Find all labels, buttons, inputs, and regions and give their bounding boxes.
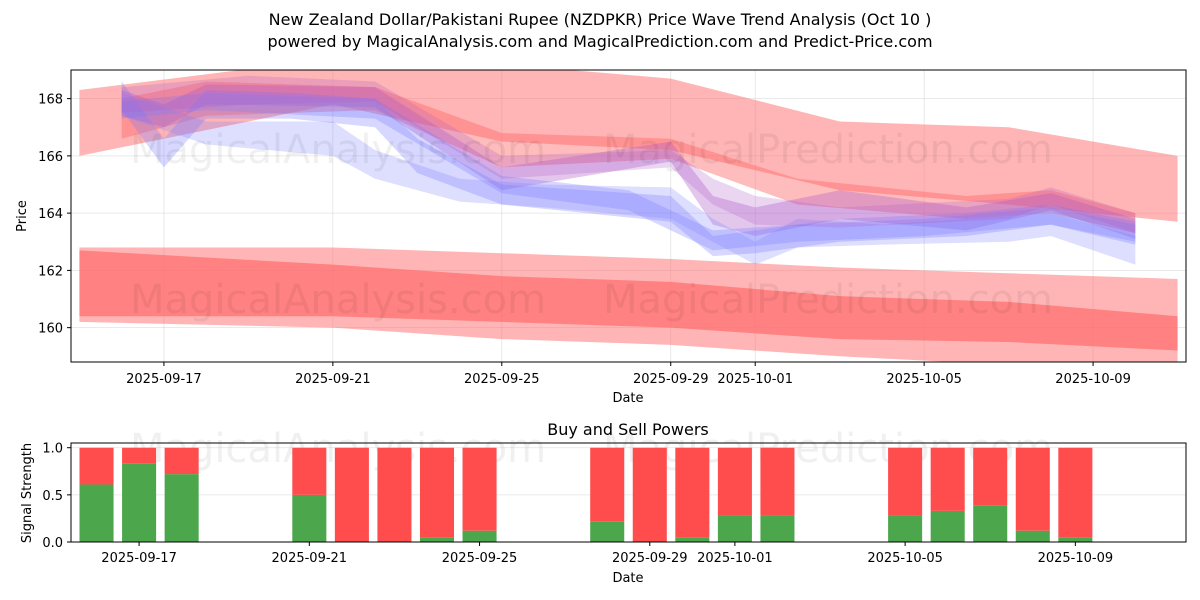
price-xtick-label: 2025-10-01 (717, 372, 793, 387)
buy-bar (760, 515, 795, 542)
sell-bar (930, 447, 965, 511)
signal-xlabel: Date (612, 571, 643, 586)
signal-xtick-label: 2025-09-21 (272, 551, 348, 566)
price-ytick-label: 166 (38, 150, 63, 165)
signal-axis-ticks: 0.0 0.5 1.0 2025-09-17 2025-09-21 2025-09-25 2… (42, 442, 1113, 566)
signal-xtick-label: 2025-09-25 (442, 551, 518, 566)
price-axes-frame (70, 69, 1187, 363)
price-band-upper-red-narrow (121, 81, 1136, 234)
buy-bar (462, 530, 497, 542)
buy-bar (122, 463, 157, 542)
sell-bar (377, 447, 412, 542)
sell-bar (1058, 447, 1093, 538)
signal-xtick-label: 2025-10-01 (697, 551, 773, 566)
sell-bar (164, 447, 199, 475)
signal-ylabel: Signal Strength (20, 443, 35, 543)
price-watermarks: MagicalAnalysis.com MagicalPrediction.co… (130, 127, 1053, 323)
price-band-blue-3 (121, 92, 1136, 251)
buy-bar (973, 505, 1008, 542)
signal-xtick-label: 2025-10-05 (867, 551, 943, 566)
buy-bar (930, 510, 965, 542)
buy-bar (675, 537, 710, 542)
price-band-upper-mix-1 (121, 84, 1136, 239)
price-xtick-label: 2025-09-21 (295, 372, 371, 387)
watermark-prediction-mid: MagicalPrediction.com (603, 277, 1053, 323)
price-xtick-label: 2025-10-05 (886, 372, 962, 387)
watermark-analysis-mid: MagicalAnalysis.com (130, 277, 546, 323)
price-band-upper-red-wide (79, 70, 1178, 222)
price-xtick-label: 2025-09-25 (464, 372, 540, 387)
sell-bar (590, 447, 625, 522)
sell-bar (419, 447, 455, 538)
buy-bar (1058, 537, 1093, 542)
buy-bar (1015, 530, 1050, 542)
sell-bar (292, 447, 327, 495)
chart-title: New Zealand Dollar/Pakistani Rupee (NZDP… (268, 10, 932, 29)
signal-bars (79, 447, 1093, 542)
signal-xtick-label: 2025-09-17 (101, 551, 177, 566)
sell-bar (79, 447, 114, 485)
buy-bar (888, 515, 923, 542)
price-axis-ticks: 160 162 164 166 168 2025-09-17 2025-09-21 2025-… (38, 93, 1131, 387)
price-xtick-label: 2025-09-17 (126, 372, 202, 387)
signal-axes-frame (70, 442, 1187, 543)
buy-bar (164, 474, 199, 542)
signal-chart-title: Buy and Sell Powers (547, 420, 709, 439)
price-bands (79, 70, 1178, 362)
signal-ytick-label: 0.5 (42, 489, 63, 504)
signal-ytick-label: 0.0 (42, 536, 63, 551)
price-xtick-label: 2025-10-09 (1055, 372, 1131, 387)
price-xlabel: Date (612, 391, 643, 406)
sell-bar (462, 447, 497, 531)
signal-xtick-label: 2025-10-09 (1038, 551, 1114, 566)
buy-bar (590, 521, 625, 542)
price-ytick-label: 162 (38, 264, 63, 279)
sell-bar (973, 447, 1008, 506)
buy-bar (292, 494, 327, 542)
signal-ytick-label: 1.0 (42, 442, 63, 457)
price-xtick-label: 2025-09-29 (633, 372, 709, 387)
buy-bar (419, 537, 455, 542)
signal-xtick-label: 2025-09-29 (612, 551, 688, 566)
sell-bar (717, 447, 752, 516)
sell-bar (1015, 447, 1050, 531)
sell-bar (122, 447, 157, 464)
price-band-purple-2 (121, 75, 1136, 234)
sell-bar (334, 447, 369, 542)
chart-subtitle: powered by MagicalAnalysis.com and Magic… (267, 32, 933, 51)
sell-bar (632, 447, 667, 542)
buy-bar (79, 484, 114, 542)
watermark-analysis-top: MagicalAnalysis.com (130, 127, 546, 173)
price-ytick-label: 164 (38, 207, 63, 222)
price-ytick-label: 168 (38, 93, 63, 108)
price-band-blue-1 (121, 81, 1136, 257)
price-ytick-label: 160 (38, 322, 63, 337)
sell-bar (760, 447, 795, 516)
price-ylabel: Price (15, 200, 30, 232)
price-band-lower-red-core (79, 250, 1178, 351)
sell-bar (888, 447, 923, 516)
watermark-prediction-top: MagicalPrediction.com (603, 127, 1053, 173)
sell-bar (675, 447, 710, 538)
buy-bar (717, 515, 752, 542)
